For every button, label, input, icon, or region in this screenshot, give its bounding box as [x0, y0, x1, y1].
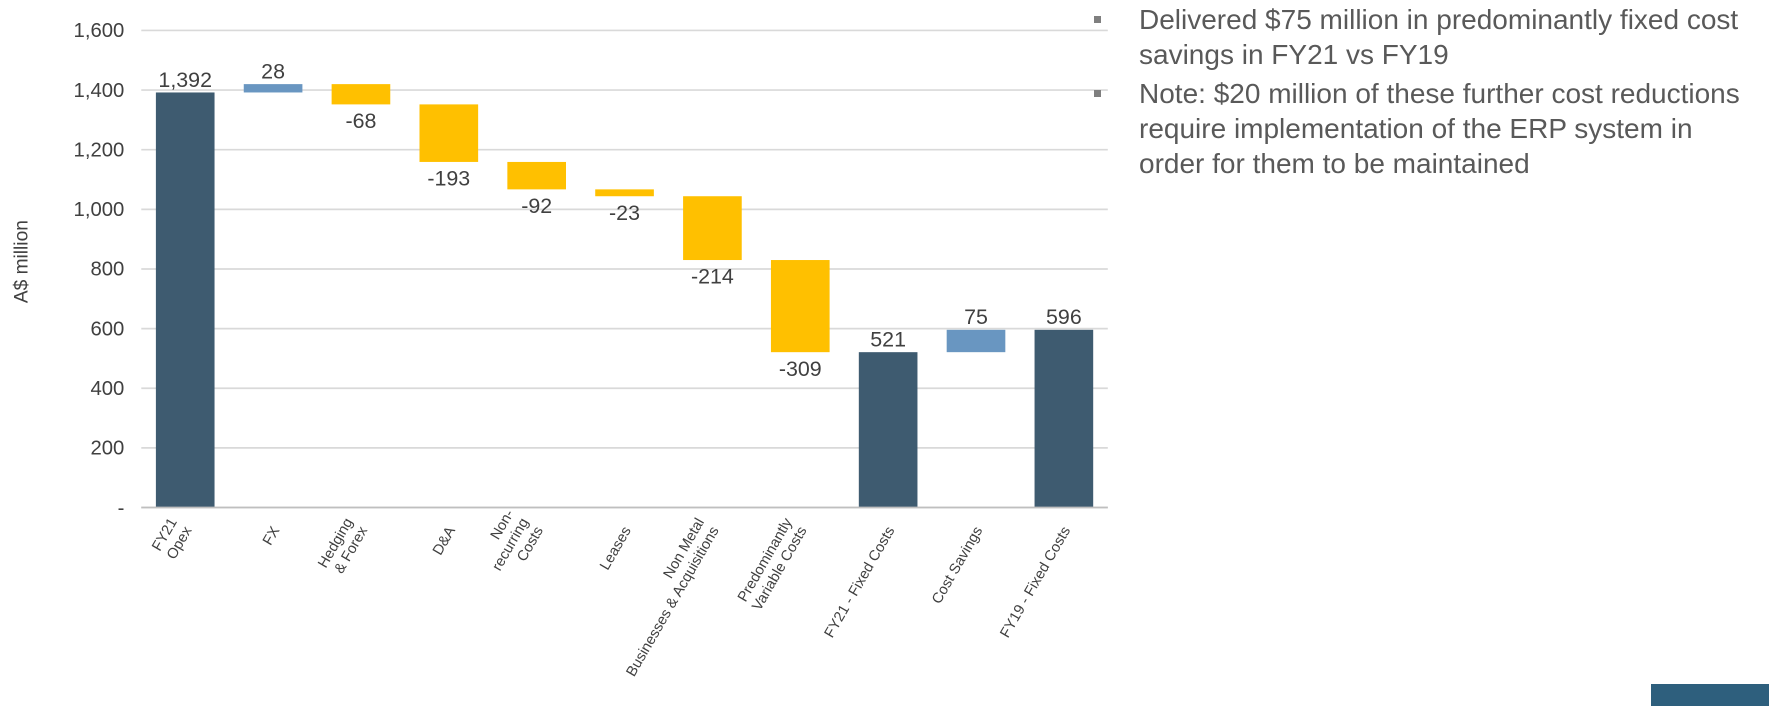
value-label: 28 [261, 59, 285, 83]
value-label: -23 [609, 201, 640, 225]
value-label: 521 [870, 328, 906, 352]
y-tick-label: 400 [90, 378, 124, 400]
x-tick-label: FY21Opex [149, 515, 195, 562]
value-label: -68 [345, 109, 376, 133]
bar [858, 352, 918, 508]
y-axis-label: A$ million [11, 220, 32, 303]
value-label: -214 [691, 265, 734, 289]
x-tick-label: PredominantlyVariable Costs [735, 515, 811, 614]
y-tick-label: 1,200 [74, 139, 125, 161]
value-label: -92 [521, 194, 552, 218]
y-tick-label: - [118, 497, 125, 519]
note: Note: $20 million of these further cost … [1085, 76, 1765, 181]
x-tick-label: Non-recurringCosts [475, 507, 547, 582]
y-tick-label: 1,600 [74, 20, 125, 42]
bar [1034, 329, 1094, 508]
bar [243, 84, 303, 93]
note: Delivered $75 million in predominantly f… [1085, 2, 1765, 72]
x-tick-label: D&A [430, 524, 459, 558]
bar [419, 104, 479, 162]
y-tick-label: 800 [90, 259, 124, 281]
y-tick-label: 200 [90, 438, 124, 460]
bar [770, 260, 830, 353]
x-tick-label: FX [260, 524, 283, 548]
x-tick-label: FY21 - Fixed Costs [822, 524, 899, 641]
x-tick-label: Leases [597, 524, 634, 573]
logo [1651, 684, 1769, 706]
x-tick-label: FY19 - Fixed Costs [998, 524, 1075, 641]
bar [595, 189, 654, 197]
x-tick-label: Hedging& Forex [315, 515, 371, 579]
value-label: -309 [779, 357, 822, 381]
bar [331, 84, 391, 105]
bar [683, 196, 742, 261]
y-tick-label: 1,000 [74, 199, 125, 221]
bar [507, 161, 567, 190]
y-tick-label: 600 [90, 318, 124, 340]
notes: Delivered $75 million in predominantly f… [1085, 2, 1765, 185]
x-tick-label: Cost Savings [929, 524, 986, 607]
bar [155, 92, 215, 508]
y-tick-label: 1,400 [74, 80, 125, 102]
value-label: 596 [1046, 305, 1082, 329]
value-label: -193 [427, 167, 470, 191]
value-label: 75 [964, 305, 988, 329]
bar [946, 329, 1006, 353]
value-label: 1,392 [158, 68, 212, 92]
